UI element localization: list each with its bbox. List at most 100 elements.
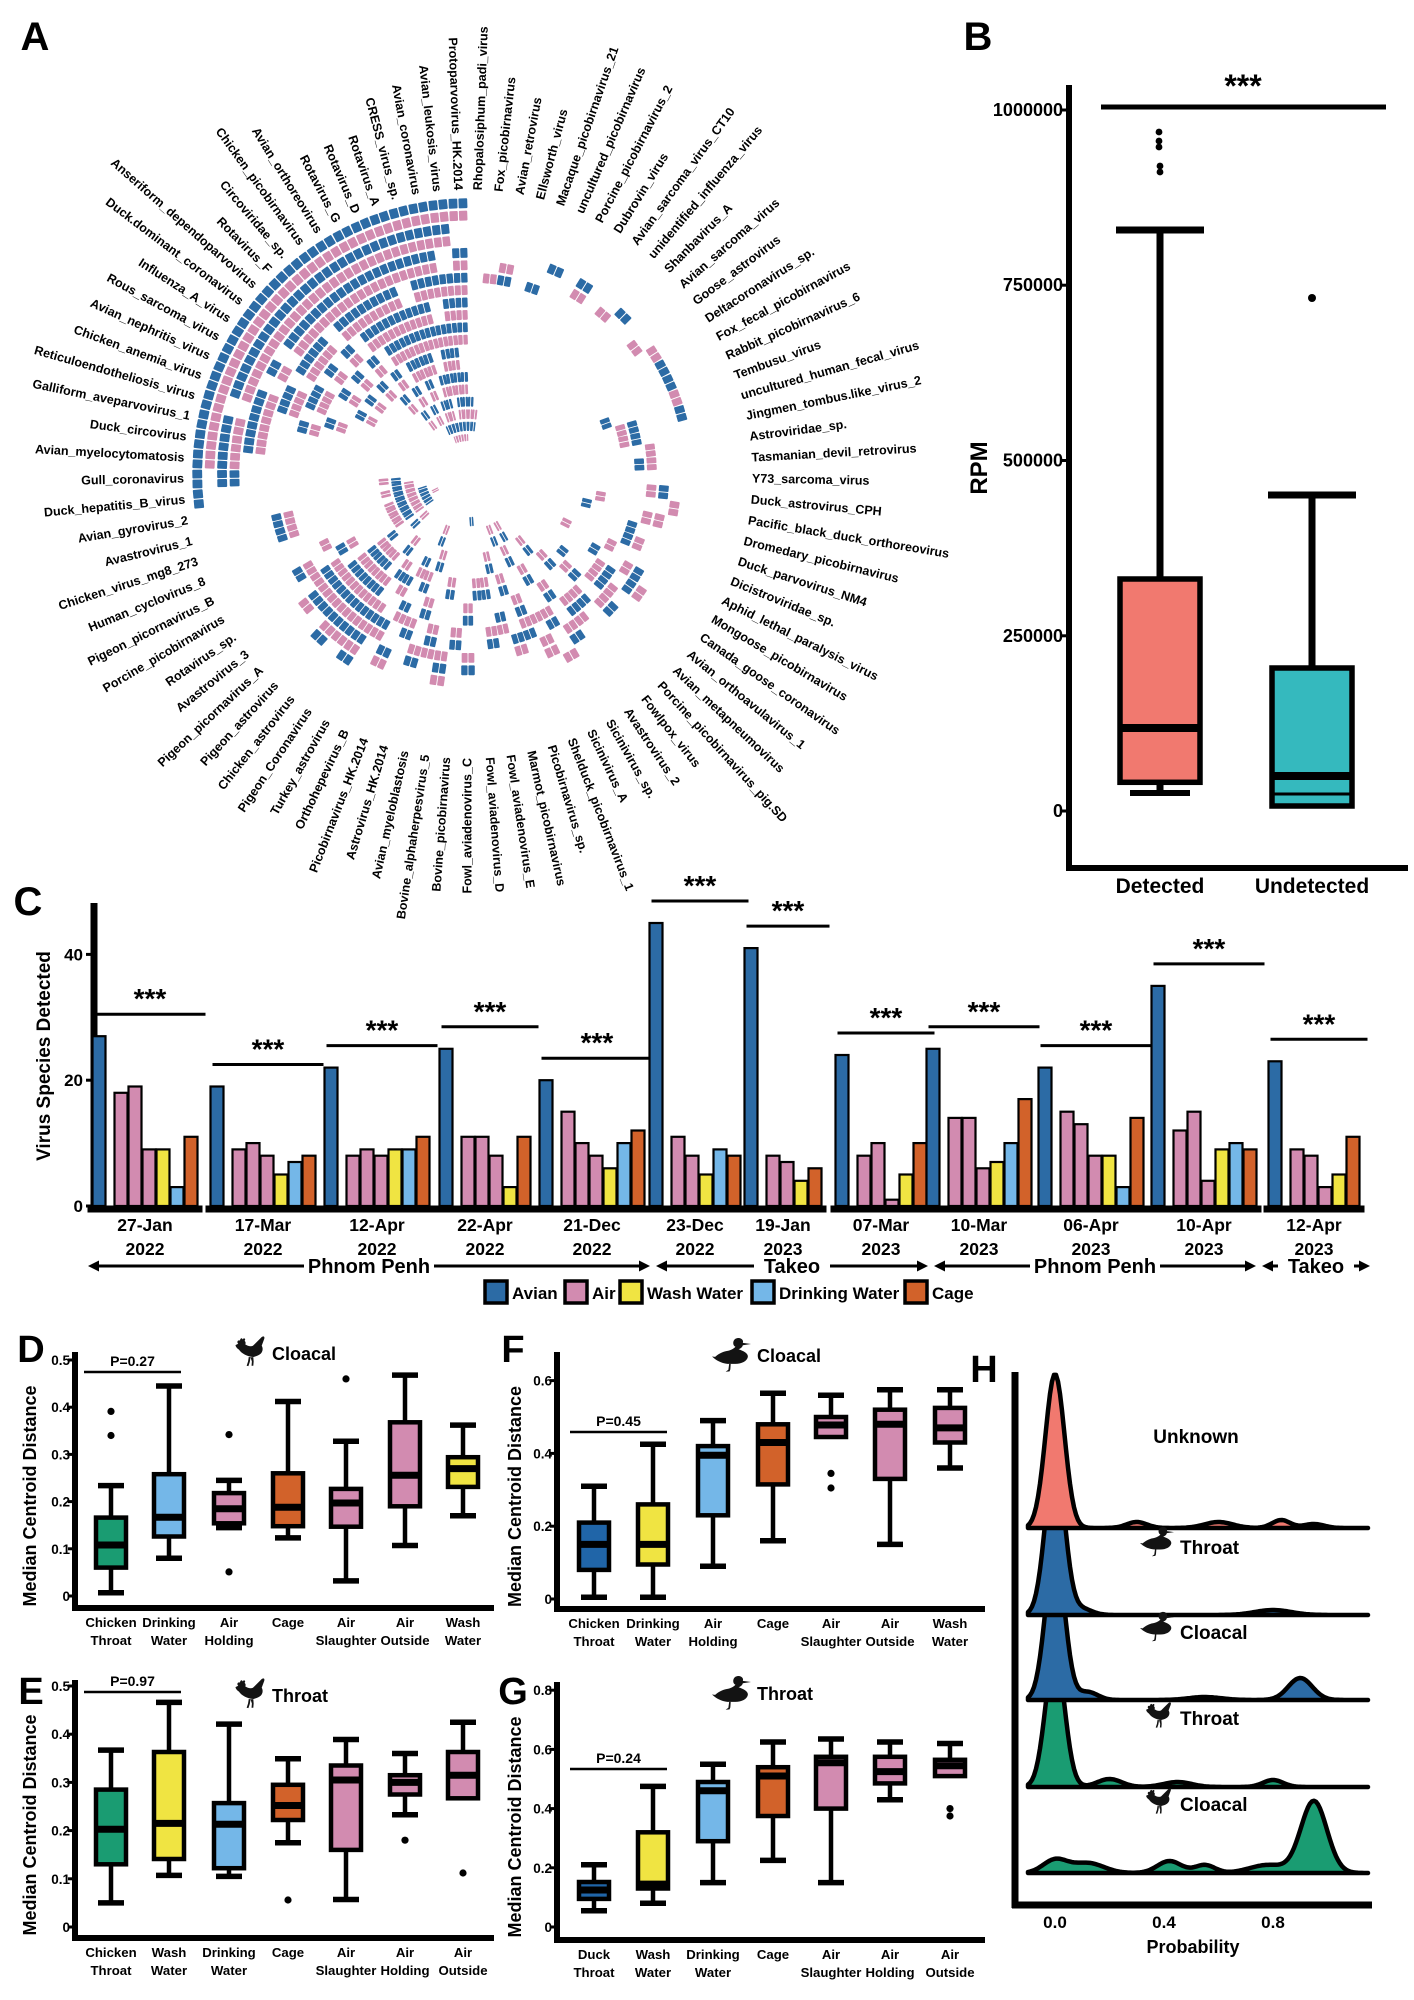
svg-text:Throat: Throat — [757, 1684, 813, 1704]
svg-text:0.4: 0.4 — [51, 1400, 70, 1415]
svg-text:Wash: Wash — [446, 1615, 481, 1630]
svg-text:F: F — [501, 1329, 524, 1371]
svg-text:Protoparvovirus_HK.2014: Protoparvovirus_HK.2014 — [446, 37, 466, 190]
svg-text:0.0: 0.0 — [1043, 1913, 1067, 1932]
svg-text:Air: Air — [881, 1947, 899, 1962]
svg-text:2023: 2023 — [960, 1239, 999, 1259]
svg-text:Outside: Outside — [438, 1963, 487, 1978]
svg-text:P=0.45: P=0.45 — [596, 1413, 641, 1429]
svg-text:Median Centroid Distance: Median Centroid Distance — [20, 1385, 40, 1606]
svg-text:Drinking: Drinking — [142, 1615, 195, 1630]
svg-text:P=0.97: P=0.97 — [110, 1673, 155, 1689]
svg-text:Probability: Probability — [1146, 1937, 1239, 1957]
svg-text:Phnom Penh: Phnom Penh — [308, 1256, 430, 1278]
svg-text:Cloacal: Cloacal — [1180, 1623, 1248, 1644]
svg-text:Cloacal: Cloacal — [1180, 1795, 1248, 1816]
svg-text:23-Dec: 23-Dec — [666, 1215, 724, 1235]
svg-text:0: 0 — [544, 1592, 552, 1607]
svg-text:2023: 2023 — [862, 1239, 901, 1259]
svg-text:Throat: Throat — [90, 1633, 132, 1648]
svg-text:***: *** — [134, 983, 167, 1014]
svg-text:Throat: Throat — [1180, 1709, 1240, 1730]
svg-text:750000: 750000 — [1003, 275, 1063, 295]
svg-text:Wash: Wash — [152, 1945, 187, 1960]
svg-text:Duck_circovirus: Duck_circovirus — [89, 417, 187, 443]
svg-text:Undetected: Undetected — [1255, 875, 1369, 898]
svg-text:Throat: Throat — [1180, 1538, 1240, 1559]
svg-text:Wash: Wash — [636, 1947, 671, 1962]
svg-text:Air: Air — [396, 1945, 414, 1960]
svg-text:Drinking: Drinking — [202, 1945, 255, 1960]
svg-text:2022: 2022 — [358, 1239, 397, 1259]
svg-text:Bovine_picobirnavirus: Bovine_picobirnavirus — [429, 757, 453, 892]
svg-text:Astroviridae_sp.: Astroviridae_sp. — [749, 417, 848, 444]
svg-text:Outside: Outside — [925, 1965, 974, 1980]
svg-text:0: 0 — [62, 1920, 70, 1935]
svg-text:***: *** — [772, 895, 805, 926]
svg-text:Wash Water: Wash Water — [647, 1284, 743, 1303]
svg-text:***: *** — [1080, 1015, 1113, 1046]
svg-text:500000: 500000 — [1003, 451, 1063, 471]
svg-text:21-Dec: 21-Dec — [563, 1215, 621, 1235]
svg-text:Cloacal: Cloacal — [272, 1344, 336, 1364]
svg-text:10-Apr: 10-Apr — [1176, 1215, 1232, 1235]
svg-text:***: *** — [1303, 1008, 1336, 1039]
svg-text:2022: 2022 — [466, 1239, 505, 1259]
svg-text:0.4: 0.4 — [1152, 1913, 1176, 1932]
svg-text:Y73_sarcoma_virus: Y73_sarcoma_virus — [752, 471, 870, 487]
svg-text:10-Mar: 10-Mar — [951, 1215, 1008, 1235]
svg-text:0: 0 — [62, 1589, 70, 1604]
svg-text:0.3: 0.3 — [51, 1775, 70, 1790]
svg-text:Drinking: Drinking — [626, 1616, 679, 1631]
svg-text:G: G — [498, 1671, 528, 1713]
svg-text:0.2: 0.2 — [51, 1824, 70, 1839]
svg-text:2022: 2022 — [573, 1239, 612, 1259]
svg-text:12-Apr: 12-Apr — [349, 1215, 405, 1235]
svg-text:Gull_coronavirus: Gull_coronavirus — [81, 471, 184, 487]
svg-text:0.5: 0.5 — [51, 1679, 70, 1694]
svg-text:0: 0 — [544, 1920, 552, 1935]
svg-text:Fowl_aviadenovirus_D: Fowl_aviadenovirus_D — [483, 757, 507, 893]
svg-text:0.2: 0.2 — [51, 1495, 70, 1510]
svg-text:Fowl_aviadenovirus_C: Fowl_aviadenovirus_C — [460, 758, 474, 893]
svg-text:Slaughter: Slaughter — [801, 1634, 862, 1649]
svg-text:Drinking Water: Drinking Water — [779, 1284, 900, 1303]
svg-text:Phnom Penh: Phnom Penh — [1034, 1256, 1156, 1278]
svg-text:Avian_myelocytomatosis: Avian_myelocytomatosis — [35, 442, 185, 464]
svg-text:Water: Water — [151, 1633, 187, 1648]
svg-text:Virus Species Detected: Virus Species Detected — [34, 951, 55, 1161]
svg-text:D: D — [17, 1329, 44, 1371]
svg-text:E: E — [18, 1671, 43, 1713]
svg-text:Air: Air — [881, 1616, 899, 1631]
svg-text:1000000: 1000000 — [993, 100, 1063, 120]
svg-text:2023: 2023 — [1185, 1239, 1224, 1259]
svg-text:Holding: Holding — [865, 1965, 914, 1980]
svg-text:Water: Water — [445, 1633, 481, 1648]
svg-text:Water: Water — [635, 1965, 671, 1980]
svg-text:0.1: 0.1 — [51, 1542, 70, 1557]
svg-text:Air: Air — [592, 1284, 616, 1303]
svg-text:H: H — [970, 1349, 997, 1391]
svg-text:Duck: Duck — [578, 1947, 611, 1962]
svg-text:27-Jan: 27-Jan — [117, 1215, 172, 1235]
svg-text:0.4: 0.4 — [51, 1727, 70, 1742]
svg-text:0: 0 — [74, 1197, 83, 1216]
svg-text:Water: Water — [635, 1634, 671, 1649]
svg-text:19-Jan: 19-Jan — [755, 1215, 810, 1235]
svg-text:Air: Air — [822, 1947, 840, 1962]
svg-text:Duck_hepatitis_B_virus: Duck_hepatitis_B_virus — [43, 493, 185, 520]
svg-text:Median Centroid Distance: Median Centroid Distance — [505, 1386, 525, 1607]
svg-text:Outside: Outside — [865, 1634, 914, 1649]
svg-text:0.6: 0.6 — [533, 1742, 552, 1757]
svg-text:***: *** — [474, 996, 507, 1027]
svg-text:Duck_astrovirus_CPH: Duck_astrovirus_CPH — [750, 493, 882, 519]
svg-text:0.2: 0.2 — [533, 1519, 552, 1534]
svg-text:***: *** — [1193, 933, 1226, 964]
svg-text:250000: 250000 — [1003, 626, 1063, 646]
svg-text:Slaughter: Slaughter — [316, 1633, 377, 1648]
svg-text:P=0.24: P=0.24 — [596, 1750, 641, 1766]
svg-text:Air: Air — [396, 1615, 414, 1630]
svg-text:Holding: Holding — [204, 1633, 253, 1648]
svg-text:Cage: Cage — [932, 1284, 974, 1303]
svg-text:Slaughter: Slaughter — [801, 1965, 862, 1980]
